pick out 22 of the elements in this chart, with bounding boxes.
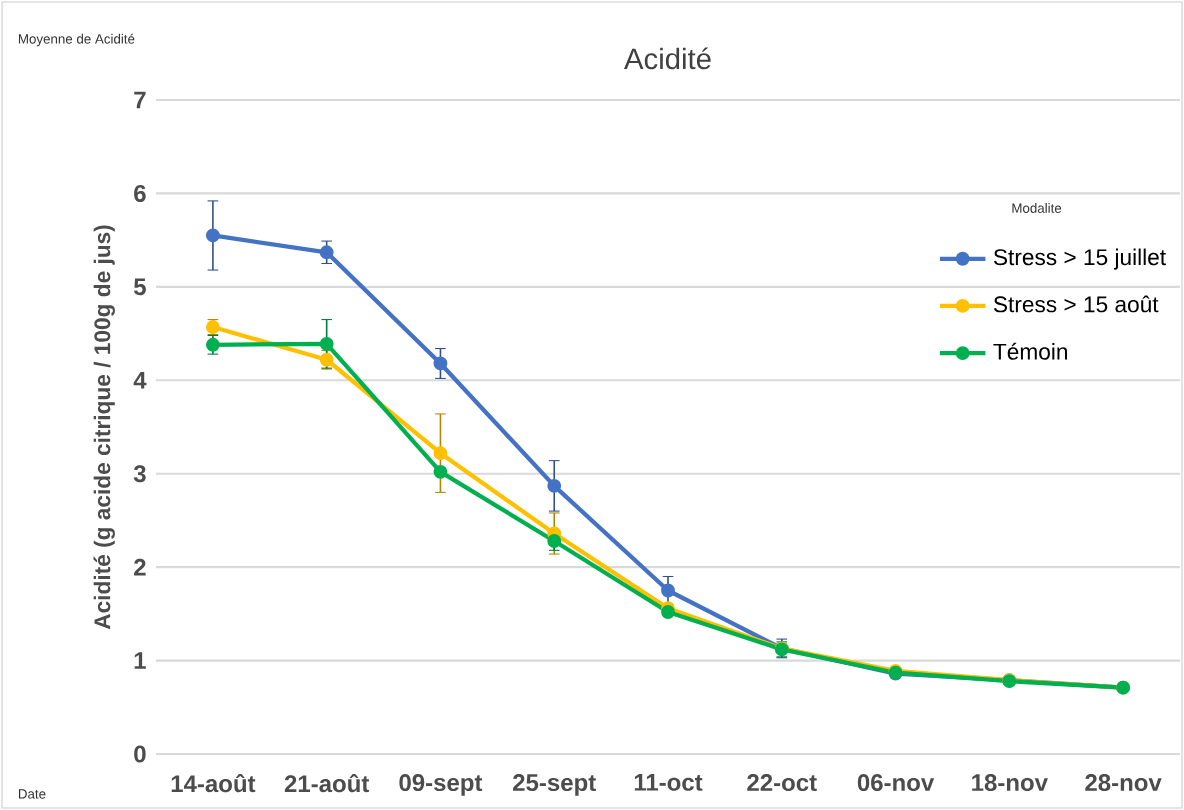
- legend-label: Stress > 15 août: [993, 295, 1159, 313]
- x-tick-label: 11-oct: [634, 774, 703, 791]
- y-tick-label: 2: [134, 558, 146, 576]
- x-tick-label: 06-nov: [857, 774, 935, 792]
- legend-label: Témoin: [993, 342, 1067, 360]
- x-tick-label: 09-sept: [399, 774, 483, 796]
- x-tick-label: 22-oct: [747, 774, 817, 792]
- legend-label: Stress > 15 juillet: [993, 248, 1166, 270]
- x-tick-label: 28-nov: [1085, 774, 1162, 792]
- x-tick-label: 18-nov: [972, 774, 1048, 792]
- y-tick-label: 1: [134, 652, 146, 669]
- chart-title: Acidité: [624, 47, 711, 70]
- x-tick-label: 21-août: [284, 774, 370, 793]
- x-tick-label: 25-sept: [513, 774, 596, 796]
- y-tick-label: 5: [133, 278, 146, 296]
- y-tick-label: 0: [134, 745, 146, 763]
- y-tick-label: 3: [133, 465, 146, 483]
- x-tick-label: 14-août: [171, 774, 256, 793]
- y-axis-title: Acidité (g acide citrique / 100g de jus): [93, 225, 115, 630]
- y-tick-label: 6: [134, 184, 146, 202]
- y-tick-label: 7: [134, 91, 146, 109]
- y-tick-label: 4: [133, 372, 147, 389]
